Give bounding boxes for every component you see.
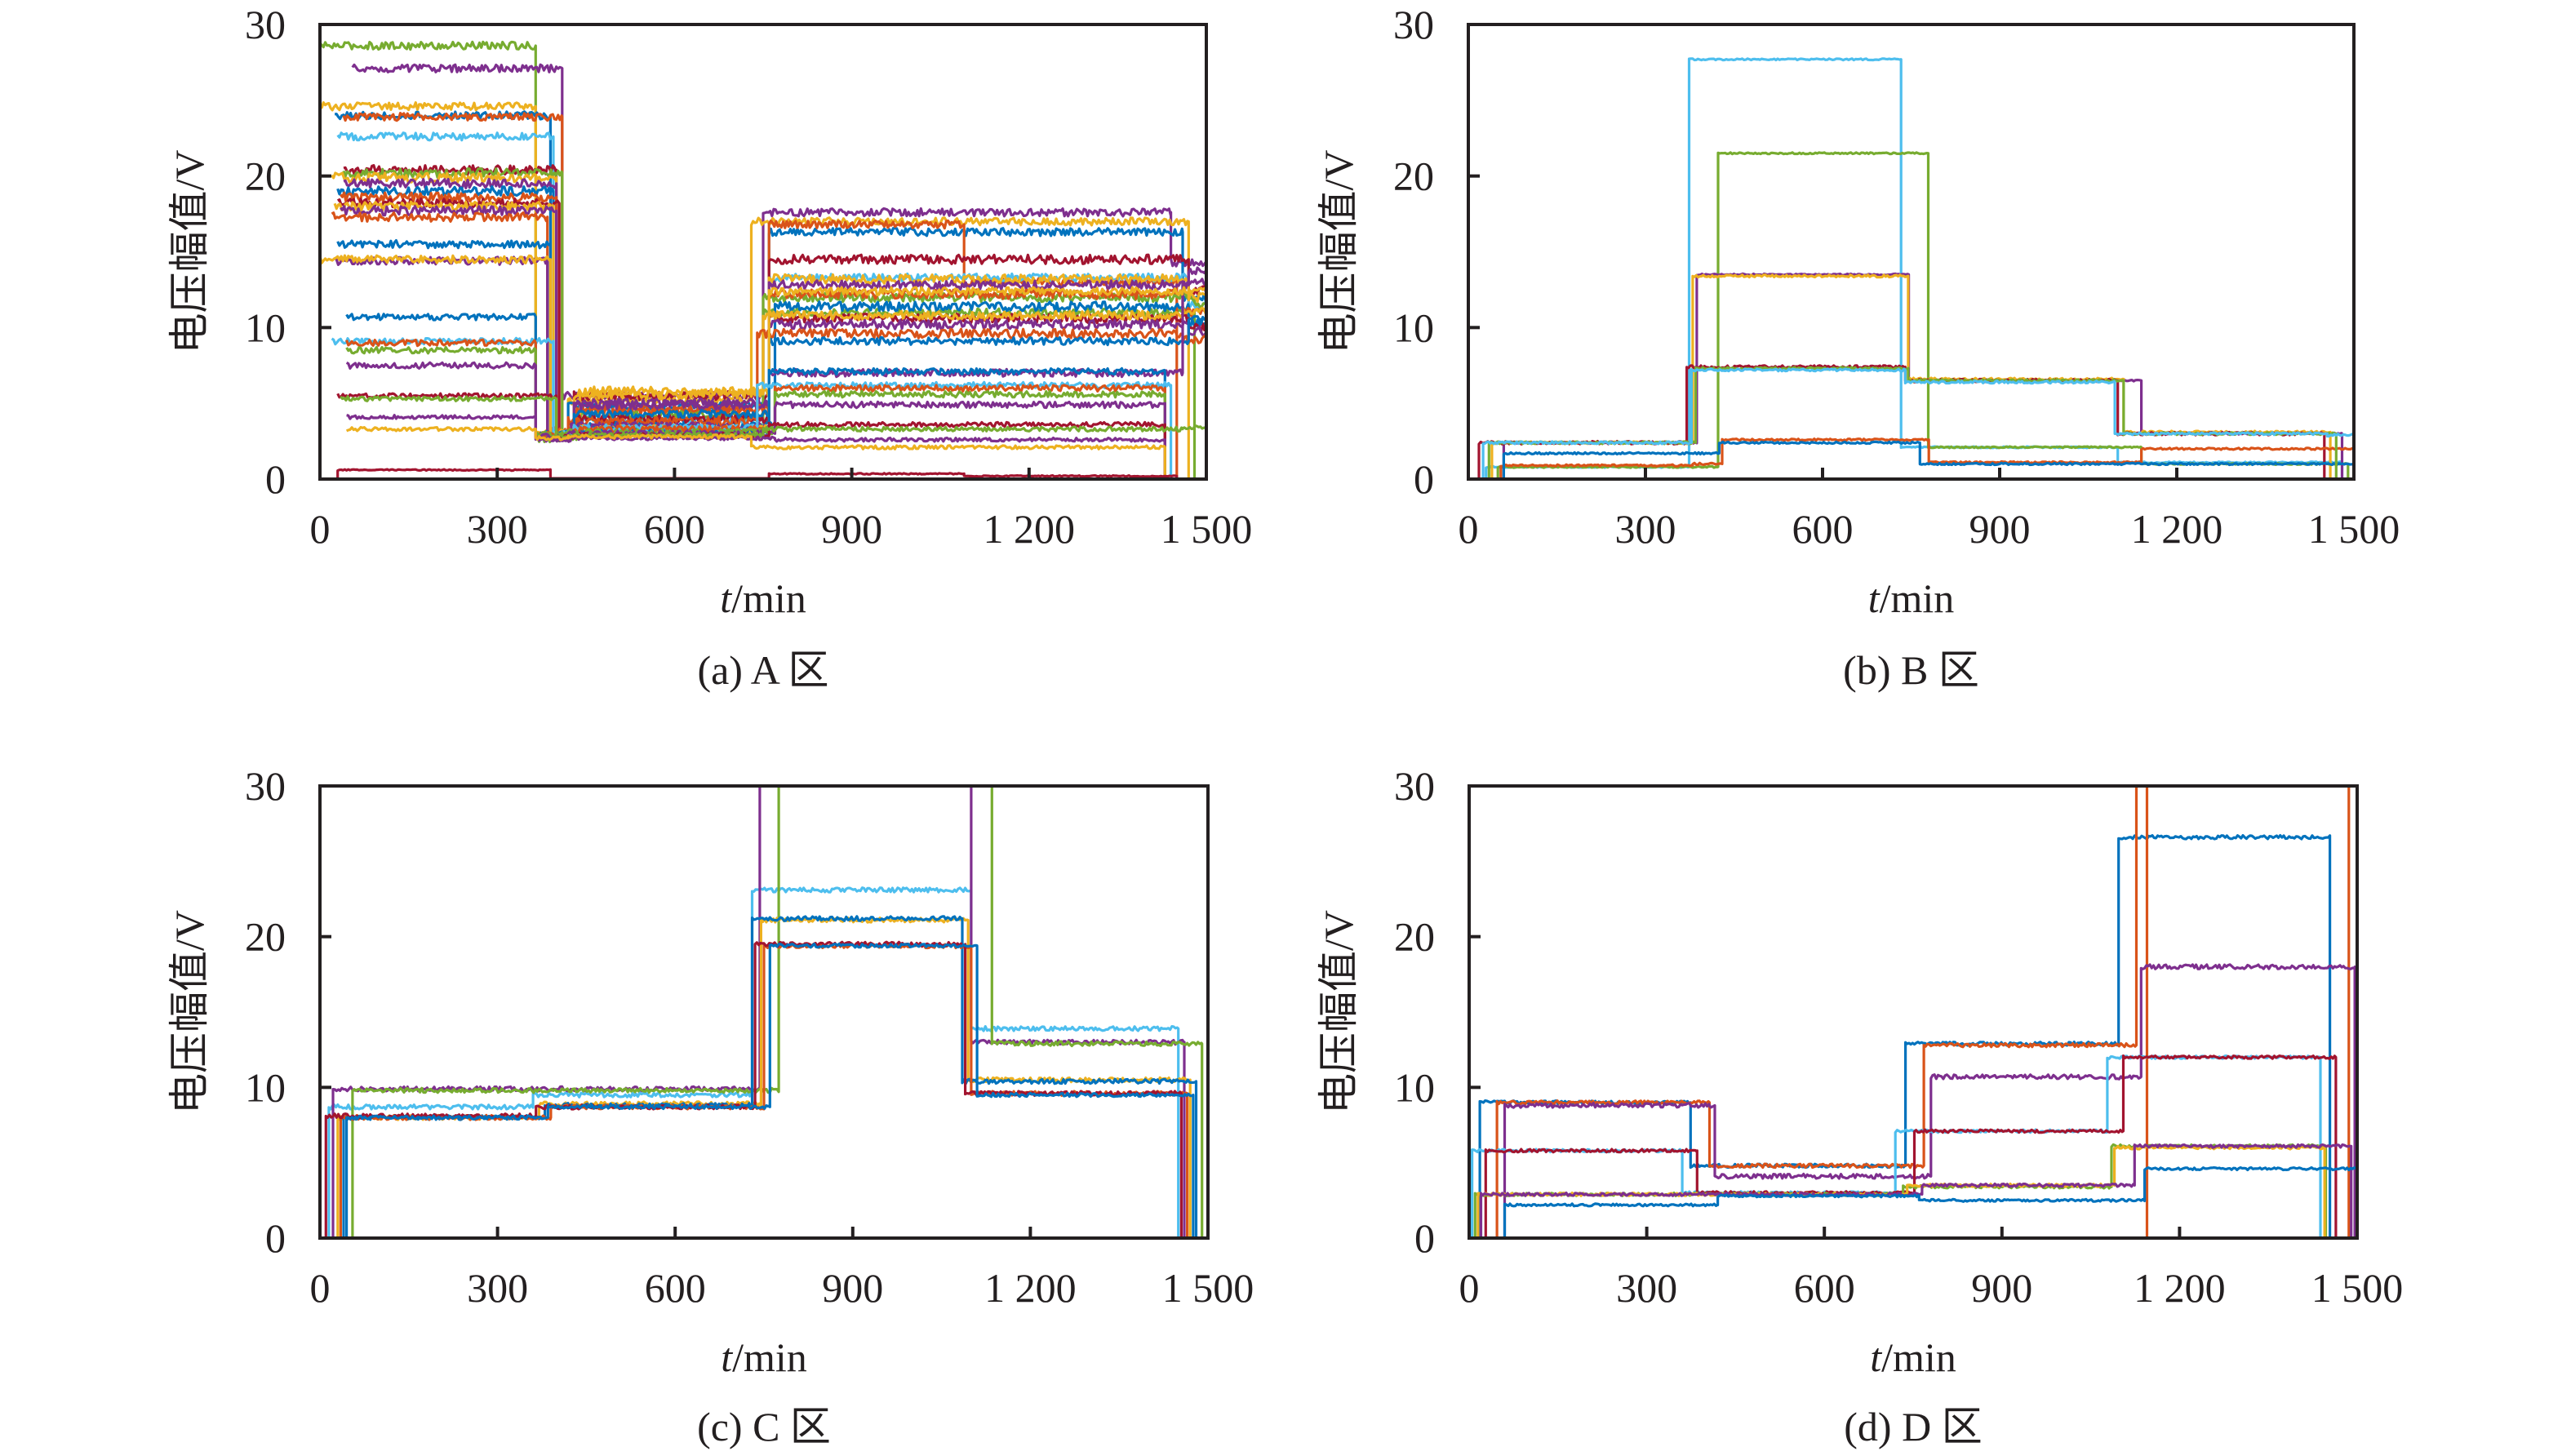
x-tick-label: 600 [644, 506, 705, 552]
x-tick-label: 1 500 [1162, 1265, 1254, 1311]
panel-caption: (c) C 区 [697, 1404, 831, 1449]
series-line-3 [320, 101, 1206, 479]
series-line-2 [351, 63, 1206, 401]
panel-a: 0 300 600 900 1 200 1 500 0 10 20 30 电压幅值/V t/min (a… [167, 2, 1252, 693]
series-group [1468, 57, 2354, 479]
x-tick-label: 1 500 [1161, 506, 1253, 552]
x-tick-label: 1 200 [984, 506, 1076, 552]
y-axis-title: 电压幅值/V [167, 910, 212, 1114]
series-line-26 [340, 395, 1206, 440]
x-tick-label: 300 [467, 506, 528, 552]
x-axis-title: t/min [720, 575, 806, 621]
x-tick-label: 0 [310, 1265, 331, 1311]
y-axis-title: 电压幅值/V [1316, 910, 1361, 1114]
x-tick-label: 1 500 [2308, 506, 2400, 552]
panel-caption: (b) B 区 [1843, 647, 1979, 693]
series-line-22 [345, 338, 1206, 479]
series-line-3 [320, 786, 1208, 1238]
x-tick-label: 600 [645, 1265, 706, 1311]
y-tick-label: 0 [1414, 1215, 1435, 1261]
series-line-6 [1468, 437, 2354, 479]
plot-frame [1467, 23, 2356, 481]
series-line-10 [343, 177, 1206, 440]
series-group [320, 40, 1206, 479]
panel-caption: (d) D 区 [1844, 1404, 1982, 1449]
y-tick-label: 0 [1414, 456, 1434, 502]
y-tick-label: 20 [245, 153, 286, 199]
series-line-24 [345, 361, 1206, 479]
series-line-8 [320, 942, 1208, 1238]
panel-caption: (a) A 区 [697, 647, 828, 693]
x-tick-label: 1 200 [2131, 506, 2223, 552]
y-axis-title: 电压幅值/V [167, 150, 212, 354]
x-tick-label: 600 [1794, 1265, 1855, 1311]
x-tick-label: 1 200 [984, 1265, 1077, 1311]
y-tick-label: 10 [245, 304, 286, 350]
panel-d: 0 300 600 900 1 200 1 500 0 10 20 30 电压幅值/V t/min (d… [1316, 763, 2403, 1449]
series-line-23 [345, 345, 1206, 479]
series-line-1 [320, 886, 1208, 1238]
series-line-27 [346, 414, 1206, 479]
x-tick-label: 900 [1971, 1265, 2032, 1311]
x-tick-label: 900 [821, 506, 882, 552]
y-tick-label: 30 [245, 763, 286, 809]
x-axis-title: t/min [721, 1334, 807, 1380]
series-line-28 [345, 425, 1206, 479]
x-tick-label: 900 [1969, 506, 2031, 552]
x-tick-label: 300 [1616, 1265, 1677, 1311]
x-tick-label: 900 [822, 1265, 883, 1311]
plot-frame [1468, 784, 2359, 1240]
plot-frame [318, 23, 1208, 481]
y-tick-label: 30 [1394, 763, 1435, 809]
series-line-9 [1468, 367, 2354, 479]
panel-b: 0 300 600 900 1 200 1 500 0 10 20 30 电压幅值/V t/min (b… [1316, 2, 2400, 693]
x-axis-title: t/min [1868, 575, 1955, 621]
y-tick-label: 0 [265, 1215, 286, 1261]
panel-c: 0 300 600 900 1 200 1 500 0 10 20 30 电压幅值/V t/min (c… [167, 763, 1254, 1449]
x-tick-label: 0 [1459, 506, 1479, 552]
x-tick-label: 0 [1459, 1265, 1480, 1311]
series-line-1 [1468, 57, 2354, 479]
x-tick-label: 1 500 [2311, 1265, 2404, 1311]
x-axis-title: t/min [1870, 1334, 1956, 1380]
y-tick-label: 10 [1394, 1064, 1435, 1110]
plot-frame [318, 784, 1210, 1240]
y-tick-label: 20 [1394, 914, 1435, 960]
x-tick-label: 1 200 [2134, 1265, 2226, 1311]
y-tick-label: 10 [245, 1064, 286, 1110]
series-line-7 [1468, 440, 2354, 479]
y-tick-label: 30 [1393, 2, 1434, 47]
series-line-25 [336, 392, 1206, 479]
x-tick-label: 0 [310, 506, 331, 552]
x-tick-label: 600 [1792, 506, 1854, 552]
series-line-8 [1469, 1143, 2357, 1238]
y-tick-label: 20 [1393, 153, 1434, 199]
y-tick-label: 10 [1393, 304, 1434, 350]
y-tick-label: 0 [265, 456, 286, 502]
series-group [1469, 786, 2357, 1238]
x-tick-label: 300 [467, 1265, 528, 1311]
series-line-20 [345, 313, 1206, 479]
x-tick-label: 300 [1615, 506, 1676, 552]
y-tick-label: 20 [245, 914, 286, 960]
series-group [320, 786, 1208, 1238]
y-axis-title: 电压幅值/V [1316, 150, 1361, 354]
series-line-9 [1469, 1166, 2357, 1238]
y-tick-label: 30 [245, 2, 286, 47]
